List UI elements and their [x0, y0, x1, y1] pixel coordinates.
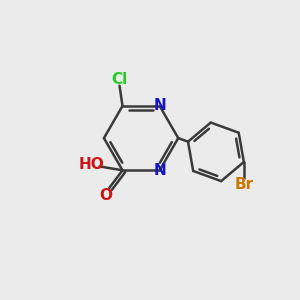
Text: HO: HO [78, 157, 104, 172]
Text: N: N [153, 98, 166, 113]
Text: Cl: Cl [111, 72, 128, 87]
Text: N: N [153, 163, 166, 178]
Text: O: O [100, 188, 113, 203]
Text: Br: Br [234, 177, 254, 192]
